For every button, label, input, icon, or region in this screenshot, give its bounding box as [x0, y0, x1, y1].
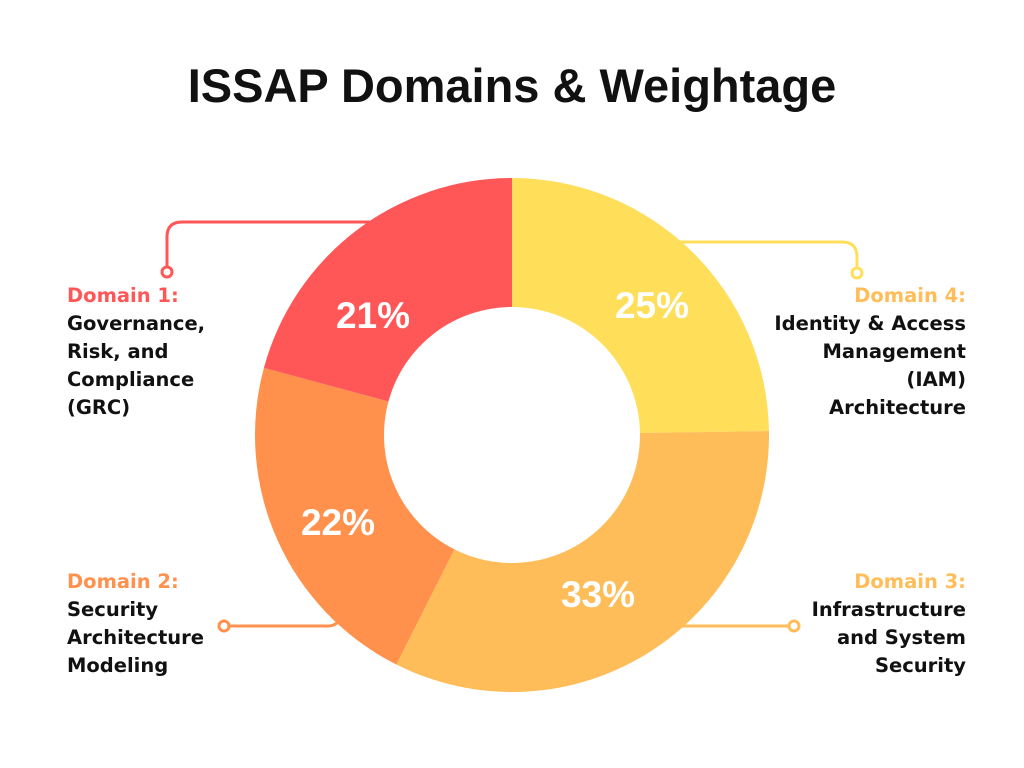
data-label-domain-1: 21% [336, 295, 410, 336]
legend-title-domain-1: Domain 1: [67, 284, 179, 307]
data-label-domain-4: 25% [615, 285, 689, 326]
data-label-domain-2: 22% [301, 502, 375, 543]
legend-text: Governance, [67, 312, 206, 335]
legend-text: Compliance [67, 368, 195, 391]
legend-text: and System [836, 626, 966, 649]
legend-text: Modeling [67, 654, 169, 677]
legend-text: Security [874, 654, 966, 677]
legend-domain-3: Domain 3: Infrastructure and System Secu… [812, 568, 966, 680]
legend-text: Infrastructure [811, 598, 966, 621]
connector-dot-domain-3 [787, 619, 801, 633]
legend-text: Architecture [67, 626, 204, 649]
legend-title-domain-3: Domain 3: [854, 570, 966, 593]
legend-domain-2: Domain 2: Security Architecture Modeling [67, 568, 204, 680]
legend-domain-4: Domain 4: Identity & Access Management (… [774, 282, 966, 422]
data-label-domain-3: 33% [561, 574, 635, 615]
legend-title-domain-2: Domain 2: [67, 570, 179, 593]
connector-dot-domain-4 [850, 266, 864, 280]
legend-text: Identity & Access [774, 312, 966, 335]
connector-dot-domain-1 [160, 265, 174, 279]
connector-domain-2 [230, 614, 344, 628]
slice-domain-4 [512, 178, 769, 434]
legend-text: Security [67, 598, 159, 621]
legend-text: Architecture [829, 396, 966, 419]
legend-text: (GRC) [67, 396, 131, 419]
chart-title: ISSAP Domains & Weightage [187, 59, 837, 112]
slice-domain-1 [263, 178, 512, 402]
legend-title-domain-4: Domain 4: [854, 284, 966, 307]
connector-domain-1 [165, 220, 372, 266]
connector-domain-4 [600, 240, 859, 267]
legend-text: Risk, and [67, 340, 169, 363]
legend-text: Management [822, 340, 966, 363]
legend-domain-1: Domain 1: Governance, Risk, and Complian… [67, 282, 205, 422]
connector-dot-domain-2 [217, 619, 231, 633]
slice-domain-3 [396, 431, 769, 693]
slice-domain-2 [254, 367, 455, 665]
legend-text: (IAM) [906, 368, 966, 391]
